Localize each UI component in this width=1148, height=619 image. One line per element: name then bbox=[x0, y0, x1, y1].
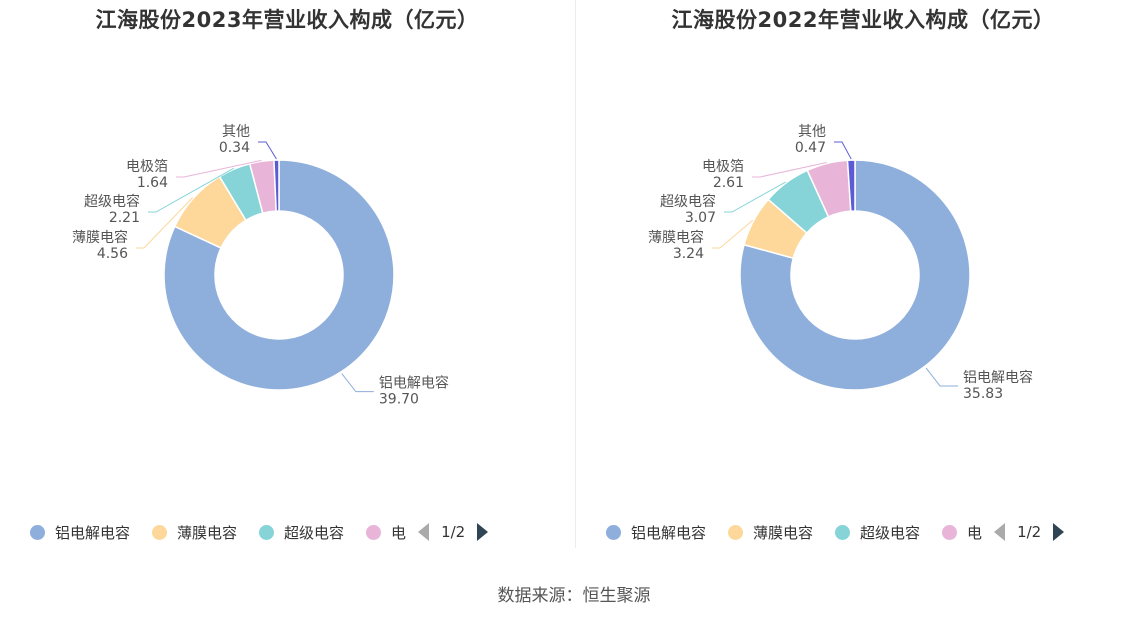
legend-label: 薄膜电容 bbox=[753, 523, 814, 542]
next-page-icon[interactable] bbox=[477, 523, 489, 541]
legend-label: 电 bbox=[391, 523, 407, 542]
legend-label: 超级电容 bbox=[284, 523, 345, 542]
chart-panel-2023: 江海股份2023年营业收入构成（亿元） 铝电解电容 39.70 其他 0.34 电极箔 1… bbox=[0, 0, 574, 560]
label-leader-line bbox=[176, 159, 262, 178]
legend-item[interactable]: 铝电解电容 bbox=[30, 522, 130, 543]
slice-label-value: 2.61 bbox=[713, 175, 744, 191]
slice-label-name: 铝电解电容 bbox=[963, 369, 1033, 386]
label-leader-line bbox=[724, 181, 786, 213]
legend-label: 铝电解电容 bbox=[55, 523, 131, 542]
legend-item[interactable]: 电 bbox=[942, 522, 982, 543]
legend-label: 超级电容 bbox=[860, 523, 921, 542]
legend-dot bbox=[835, 524, 851, 540]
slice-label-name: 薄膜电容 bbox=[648, 229, 704, 246]
slice-label-name: 铝电解电容 bbox=[379, 375, 449, 392]
label-leader-line bbox=[258, 141, 277, 160]
slice-label-value: 3.07 bbox=[685, 210, 716, 226]
prev-page-icon[interactable] bbox=[994, 523, 1006, 541]
slice-label-name: 超级电容 bbox=[84, 193, 140, 210]
slice-label-value: 0.47 bbox=[795, 140, 826, 156]
slice-label-value: 39.70 bbox=[379, 392, 419, 408]
slice-label-name: 其他 bbox=[222, 124, 250, 140]
legend-item[interactable]: 铝电解电容 bbox=[606, 522, 706, 543]
donut-slice[interactable] bbox=[163, 159, 395, 391]
legend-item[interactable]: 超级电容 bbox=[835, 522, 920, 543]
donut-slice[interactable] bbox=[273, 159, 280, 212]
legend-label: 薄膜电容 bbox=[177, 523, 238, 542]
data-source: 数据来源：恒生聚源 bbox=[497, 586, 651, 606]
page-indicator: 1/2 bbox=[441, 523, 466, 541]
panel-divider bbox=[575, 0, 576, 548]
legend: 铝电解电容 薄膜电容 超级电容 电 1/2 bbox=[30, 519, 489, 545]
prev-page-icon[interactable] bbox=[418, 523, 430, 541]
chart-title: 江海股份2022年营业收入构成（亿元） bbox=[671, 8, 1055, 32]
label-leader-line bbox=[341, 373, 374, 393]
legend-dot bbox=[942, 524, 958, 540]
slice-label-value: 3.24 bbox=[673, 246, 704, 262]
label-leader-line bbox=[148, 167, 235, 213]
legend-dot bbox=[366, 524, 382, 540]
legend-item[interactable]: 薄膜电容 bbox=[152, 522, 237, 543]
legend-dot bbox=[259, 524, 275, 540]
label-leader-line bbox=[834, 141, 852, 160]
legend-item[interactable]: 电 bbox=[366, 522, 406, 543]
donut-slice[interactable] bbox=[739, 159, 971, 391]
slice-label-value: 35.83 bbox=[963, 386, 1003, 402]
legend-dot bbox=[152, 524, 168, 540]
legend-dot bbox=[728, 524, 744, 540]
legend-dot bbox=[606, 524, 621, 540]
legend-pager: 1/2 bbox=[418, 523, 489, 541]
slice-label-name: 电极箔 bbox=[702, 159, 744, 175]
label-leader-line bbox=[752, 162, 827, 178]
slice-label-value: 2.21 bbox=[109, 210, 140, 226]
legend-dot bbox=[30, 524, 45, 540]
slice-label-value: 4.56 bbox=[97, 246, 128, 262]
chart-panel-2022: 江海股份2022年营业收入构成（亿元） 铝电解电容 35.83 其他 0.47 电极箔 2… bbox=[576, 0, 1148, 560]
slice-label-value: 1.64 bbox=[137, 175, 168, 191]
legend-label: 电 bbox=[967, 523, 983, 542]
label-leader-line bbox=[712, 219, 754, 249]
legend-item[interactable]: 薄膜电容 bbox=[728, 522, 813, 543]
legend-pager: 1/2 bbox=[994, 523, 1065, 541]
legend-item[interactable]: 超级电容 bbox=[259, 522, 344, 543]
legend: 铝电解电容 薄膜电容 超级电容 电 1/2 bbox=[606, 519, 1065, 545]
chart-title: 江海股份2023年营业收入构成（亿元） bbox=[95, 8, 479, 32]
legend-label: 铝电解电容 bbox=[631, 523, 707, 542]
slice-label-name: 其他 bbox=[798, 124, 826, 140]
label-leader-line bbox=[136, 197, 194, 249]
slice-label-name: 超级电容 bbox=[660, 193, 716, 210]
page-indicator: 1/2 bbox=[1017, 523, 1042, 541]
slice-label-value: 0.34 bbox=[219, 140, 250, 156]
slice-label-name: 电极箔 bbox=[126, 159, 168, 175]
next-page-icon[interactable] bbox=[1053, 523, 1065, 541]
slice-label-name: 薄膜电容 bbox=[72, 229, 128, 246]
label-leader-line bbox=[925, 367, 959, 387]
donut-slice[interactable] bbox=[846, 159, 856, 212]
